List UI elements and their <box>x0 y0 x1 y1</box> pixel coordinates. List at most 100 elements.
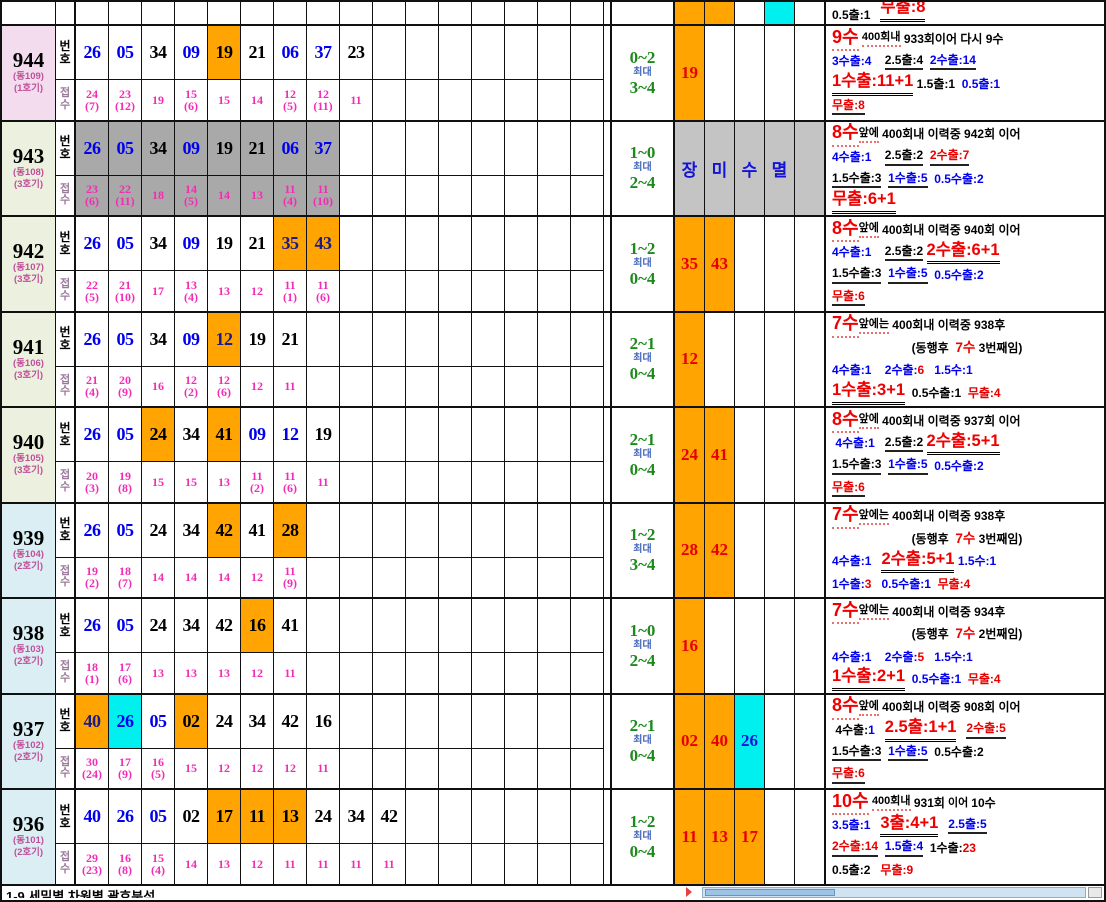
count-cell[interactable]: 19 (2) <box>76 557 109 597</box>
count-cell[interactable]: 23 (6) <box>76 175 109 215</box>
count-cell[interactable]: 15 (4) <box>142 844 175 884</box>
number-cell[interactable]: 34 <box>340 790 373 843</box>
scrollbar-thumb[interactable] <box>705 888 835 896</box>
count-cell[interactable] <box>538 557 571 597</box>
count-cell[interactable]: 11 <box>340 80 373 120</box>
count-cell[interactable]: 13 <box>208 844 241 884</box>
count-cell[interactable] <box>439 462 472 502</box>
number-cell[interactable]: 41 <box>241 503 274 557</box>
number-cell[interactable]: 16 <box>241 599 274 652</box>
number-cell[interactable] <box>373 217 406 270</box>
count-cell[interactable]: 11 (2) <box>241 462 274 502</box>
number-cell[interactable] <box>472 694 505 748</box>
number-cell[interactable] <box>307 599 340 652</box>
number-cell[interactable] <box>505 503 538 557</box>
count-cell[interactable] <box>472 557 505 597</box>
count-cell[interactable]: 11 <box>307 462 340 502</box>
count-cell[interactable] <box>538 366 571 406</box>
count-cell[interactable] <box>505 80 538 120</box>
number-cell[interactable]: 26 <box>109 790 142 843</box>
count-cell[interactable] <box>406 748 439 788</box>
hit-number-cell[interactable]: 미 <box>705 121 735 215</box>
count-cell[interactable]: 19 <box>142 80 175 120</box>
count-cell[interactable] <box>472 748 505 788</box>
count-cell[interactable] <box>538 462 571 502</box>
number-cell[interactable] <box>439 599 472 652</box>
count-cell[interactable]: 12 (2) <box>175 366 208 406</box>
hit-number-cell[interactable] <box>705 2 735 24</box>
count-cell[interactable] <box>505 175 538 215</box>
count-cell[interactable]: 15 <box>142 462 175 502</box>
number-cell[interactable]: 26 <box>109 694 142 748</box>
count-cell[interactable]: 16 (8) <box>109 844 142 884</box>
count-cell[interactable] <box>505 462 538 502</box>
count-cell[interactable]: 15 <box>208 80 241 120</box>
number-cell[interactable]: 40 <box>76 790 109 843</box>
count-cell[interactable]: 17 (9) <box>109 748 142 788</box>
hit-number-cell[interactable] <box>795 503 825 597</box>
count-cell[interactable]: 18 <box>142 175 175 215</box>
number-cell[interactable] <box>373 312 406 366</box>
hit-number-cell[interactable]: 35 <box>675 217 705 311</box>
count-cell[interactable]: 11 <box>307 748 340 788</box>
count-cell[interactable]: 11 (1) <box>274 271 307 311</box>
number-cell[interactable]: 24 <box>142 408 175 461</box>
number-cell[interactable]: 43 <box>307 217 340 270</box>
number-cell[interactable]: 37 <box>307 26 340 79</box>
count-cell[interactable]: 21 (4) <box>76 366 109 406</box>
analysis-cell[interactable]: 8수 앞에 400회내 이력중 908회 이어 4수출: 1 2.5출:1+1 2수… <box>825 694 1104 788</box>
count-cell[interactable] <box>571 271 604 311</box>
count-cell[interactable] <box>538 844 571 884</box>
hit-number-cell[interactable]: 41 <box>705 408 735 502</box>
hit-number-cell[interactable]: 42 <box>705 503 735 597</box>
number-cell[interactable] <box>505 312 538 366</box>
number-cell[interactable]: 42 <box>208 599 241 652</box>
round-cell[interactable]: 943 (동108) (3호기) <box>2 121 56 215</box>
count-cell[interactable] <box>142 2 175 24</box>
number-cell[interactable] <box>439 217 472 270</box>
number-cell[interactable]: 26 <box>76 503 109 557</box>
count-cell[interactable] <box>439 557 472 597</box>
count-cell[interactable] <box>373 175 406 215</box>
number-cell[interactable] <box>340 121 373 175</box>
number-cell[interactable] <box>571 26 604 79</box>
number-cell[interactable]: 26 <box>76 599 109 652</box>
hit-number-cell[interactable] <box>765 790 795 884</box>
number-cell[interactable] <box>505 694 538 748</box>
analysis-cell[interactable]: 8수 앞에 400회내 이력중 937회 이어 4수출:1 2.5출:2 2수출:… <box>825 408 1104 502</box>
range-label-cell[interactable]: 1~0 최대 2~4 <box>612 599 675 693</box>
count-cell[interactable] <box>439 271 472 311</box>
count-cell[interactable]: 15 <box>175 462 208 502</box>
number-cell[interactable] <box>307 312 340 366</box>
hit-number-cell[interactable] <box>735 503 765 597</box>
count-cell[interactable] <box>538 653 571 693</box>
count-cell[interactable]: 14 <box>208 557 241 597</box>
sheet-tab-label[interactable]: 1-9 세밀별 차원별 괄호분석 <box>6 888 156 898</box>
count-cell[interactable] <box>439 653 472 693</box>
count-cell[interactable] <box>439 2 472 24</box>
count-cell[interactable] <box>538 748 571 788</box>
count-cell[interactable]: 12 <box>241 366 274 406</box>
hit-number-cell[interactable] <box>795 121 825 215</box>
number-cell[interactable] <box>505 408 538 461</box>
count-cell[interactable] <box>340 2 373 24</box>
count-cell[interactable]: 14 <box>142 557 175 597</box>
count-cell[interactable] <box>340 748 373 788</box>
hit-number-cell[interactable] <box>765 599 795 693</box>
number-cell[interactable]: 24 <box>208 694 241 748</box>
number-cell[interactable]: 05 <box>109 121 142 175</box>
count-cell[interactable]: 12 <box>241 748 274 788</box>
count-cell[interactable]: 15 (6) <box>175 80 208 120</box>
count-cell[interactable]: 22 (11) <box>109 175 142 215</box>
number-cell[interactable]: 37 <box>307 121 340 175</box>
number-cell[interactable] <box>340 312 373 366</box>
hit-number-cell[interactable]: 17 <box>735 790 765 884</box>
hit-number-cell[interactable] <box>765 408 795 502</box>
round-cell[interactable]: 941 (동106) (3호기) <box>2 312 56 406</box>
count-cell[interactable] <box>571 2 604 24</box>
count-cell[interactable] <box>241 2 274 24</box>
range-label-cell[interactable]: 2~1 최대 0~4 <box>612 408 675 502</box>
count-cell[interactable] <box>406 175 439 215</box>
number-cell[interactable] <box>406 312 439 366</box>
number-cell[interactable]: 05 <box>142 790 175 843</box>
